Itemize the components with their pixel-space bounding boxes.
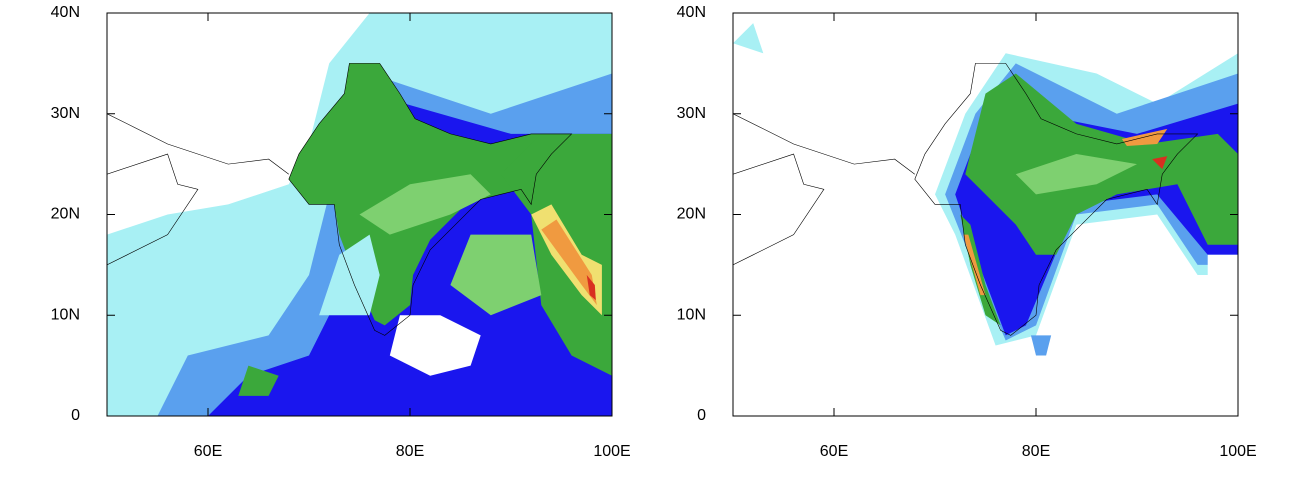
map-panel: 60E 80E 100E 0 10N 20N 30N 40N (51, 4, 631, 460)
y-tick-label: 40N (51, 4, 80, 21)
coastline (288, 63, 573, 336)
contour-fill (1121, 128, 1168, 146)
y-tick-label: 30N (51, 105, 80, 122)
y-tick-label: 30N (677, 105, 706, 122)
contour-fill (963, 234, 986, 296)
y-tick-label: 20N (51, 206, 80, 223)
contour-fill (450, 234, 542, 316)
x-tick-label: 80E (396, 443, 424, 460)
y-tick-label: 0 (697, 407, 706, 424)
coastline (914, 63, 1199, 336)
map-panel: 60E 80E 100E 0 10N 20N 30N 40N (677, 4, 1257, 460)
contour-fill (733, 23, 764, 54)
contour-fill (389, 315, 481, 376)
coastline (107, 153, 199, 266)
y-tick-label: 10N (51, 306, 80, 323)
precip-field (107, 13, 612, 416)
x-tick-label: 60E (820, 443, 848, 460)
y-tick-label: 0 (71, 407, 80, 424)
contour-fill (238, 365, 279, 396)
x-tick-label: 80E (1022, 443, 1050, 460)
contour-fill (541, 219, 597, 306)
contour-fill (586, 274, 596, 301)
coastline (107, 113, 289, 175)
y-tick-label: 20N (677, 206, 706, 223)
coastline (733, 153, 825, 266)
precip-field (733, 23, 1238, 416)
coastline (733, 113, 915, 175)
x-tick-label: 100E (593, 443, 630, 460)
contour-fill (1207, 254, 1238, 416)
contour-fill (1030, 335, 1052, 356)
contour-fill (319, 234, 380, 316)
contour-fill (1152, 156, 1168, 170)
y-tick-label: 10N (677, 306, 706, 323)
y-tick-label: 40N (677, 4, 706, 21)
contour-fill (1015, 154, 1137, 195)
contour-fill (359, 174, 491, 235)
x-tick-label: 60E (194, 443, 222, 460)
x-tick-label: 100E (1219, 443, 1256, 460)
